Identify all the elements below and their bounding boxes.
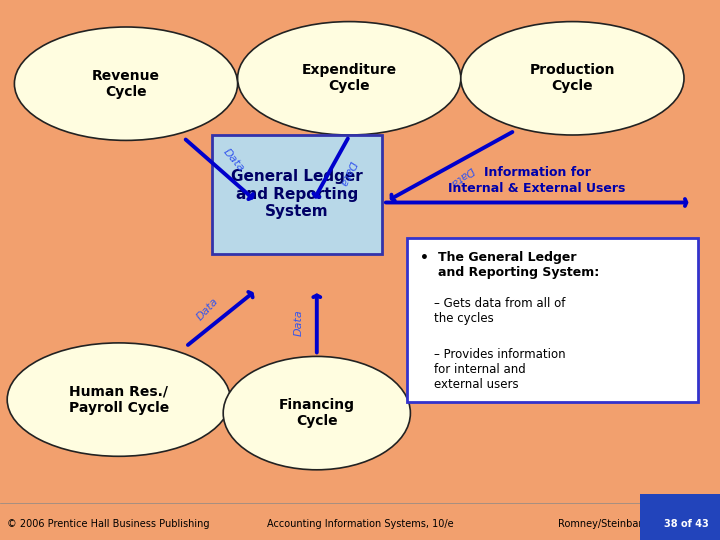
Text: Information for: Information for xyxy=(484,166,590,179)
Text: Data: Data xyxy=(194,296,220,322)
Text: – Provides information
for internal and
external users: – Provides information for internal and … xyxy=(434,348,566,392)
Text: Financing
Cycle: Financing Cycle xyxy=(279,398,355,428)
Text: Romney/Steinbart: Romney/Steinbart xyxy=(558,519,647,529)
Ellipse shape xyxy=(14,27,238,140)
Ellipse shape xyxy=(238,22,461,135)
Text: – Gets data from all of
the cycles: – Gets data from all of the cycles xyxy=(434,297,565,325)
Text: General Ledger
and Reporting
System: General Ledger and Reporting System xyxy=(231,170,363,219)
Text: Internal & External Users: Internal & External Users xyxy=(449,183,626,195)
Text: Data: Data xyxy=(221,147,246,174)
Text: Data: Data xyxy=(448,165,475,188)
FancyBboxPatch shape xyxy=(407,238,698,402)
Text: © 2006 Prentice Hall Business Publishing: © 2006 Prentice Hall Business Publishing xyxy=(7,519,210,529)
Text: Data: Data xyxy=(338,159,358,188)
Text: Human Res./
Payroll Cycle: Human Res./ Payroll Cycle xyxy=(68,384,169,415)
Ellipse shape xyxy=(461,22,684,135)
Text: Expenditure
Cycle: Expenditure Cycle xyxy=(302,63,397,93)
Text: Accounting Information Systems, 10/e: Accounting Information Systems, 10/e xyxy=(266,519,454,529)
Text: •: • xyxy=(420,251,428,265)
Text: Revenue
Cycle: Revenue Cycle xyxy=(92,69,160,99)
Text: 38 of 43: 38 of 43 xyxy=(665,519,709,529)
FancyBboxPatch shape xyxy=(212,135,382,254)
Text: Production
Cycle: Production Cycle xyxy=(530,63,615,93)
Text: The General Ledger
and Reporting System:: The General Ledger and Reporting System: xyxy=(438,251,599,279)
Ellipse shape xyxy=(223,356,410,470)
Ellipse shape xyxy=(7,343,230,456)
Text: Data: Data xyxy=(294,309,304,336)
